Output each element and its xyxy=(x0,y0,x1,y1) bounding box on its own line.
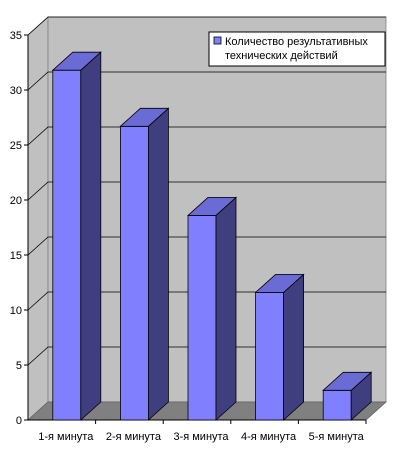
bar-side-3 xyxy=(215,196,237,421)
y-tick-label: 10 xyxy=(10,305,22,317)
bar-front-4 xyxy=(255,291,285,421)
bar-side-4 xyxy=(283,273,305,421)
y-tick-label: 35 xyxy=(10,30,22,42)
bars xyxy=(51,51,373,421)
legend-box xyxy=(208,31,386,67)
y-tick-label: 0 xyxy=(16,415,22,427)
legend: Количество результативных технических де… xyxy=(208,31,386,67)
x-tick-labels: 1-я минута 2-я минута 3-я минута 4-я минута… xyxy=(38,431,364,443)
legend-label-line-1: Количество результативных xyxy=(225,36,368,48)
y-tick-labels: 0 5 10 15 20 25 30 35 xyxy=(10,30,22,427)
bar-top-5 xyxy=(322,371,373,391)
gridlines xyxy=(27,16,386,366)
bar-front-1 xyxy=(52,69,82,421)
bar-front-3 xyxy=(187,214,217,421)
gridline-35 xyxy=(27,16,386,36)
y-tick-label: 30 xyxy=(10,85,22,97)
y-tick-label: 20 xyxy=(10,195,22,207)
x-tick-label: 1-я минута xyxy=(38,431,94,443)
y-tick-label: 25 xyxy=(10,140,22,152)
y-tick-label: 15 xyxy=(10,250,22,262)
x-tick-label: 4-я минута xyxy=(241,431,297,443)
gridline-25 xyxy=(27,126,386,146)
gridline-15 xyxy=(27,236,386,256)
legend-swatch xyxy=(213,36,222,45)
legend-label-line-2: технических действий xyxy=(225,50,338,62)
bar-side-2 xyxy=(147,107,169,421)
bar-top-4 xyxy=(254,273,305,293)
x-tick-label: 5-я минута xyxy=(309,431,365,443)
gridline-30 xyxy=(27,71,386,91)
y-tick-label: 5 xyxy=(16,360,22,372)
gridline-20 xyxy=(27,181,386,201)
x-tick-label: 3-я минута xyxy=(173,431,229,443)
side-wall xyxy=(27,16,49,421)
x-tick-label: 2-я минута xyxy=(106,431,162,443)
bar-top-3 xyxy=(186,196,238,216)
bar-side-1 xyxy=(80,51,102,421)
bar-top-1 xyxy=(51,51,102,71)
bar-front-5 xyxy=(322,389,352,421)
bar-top-2 xyxy=(119,107,170,127)
bar-front-2 xyxy=(120,125,149,421)
